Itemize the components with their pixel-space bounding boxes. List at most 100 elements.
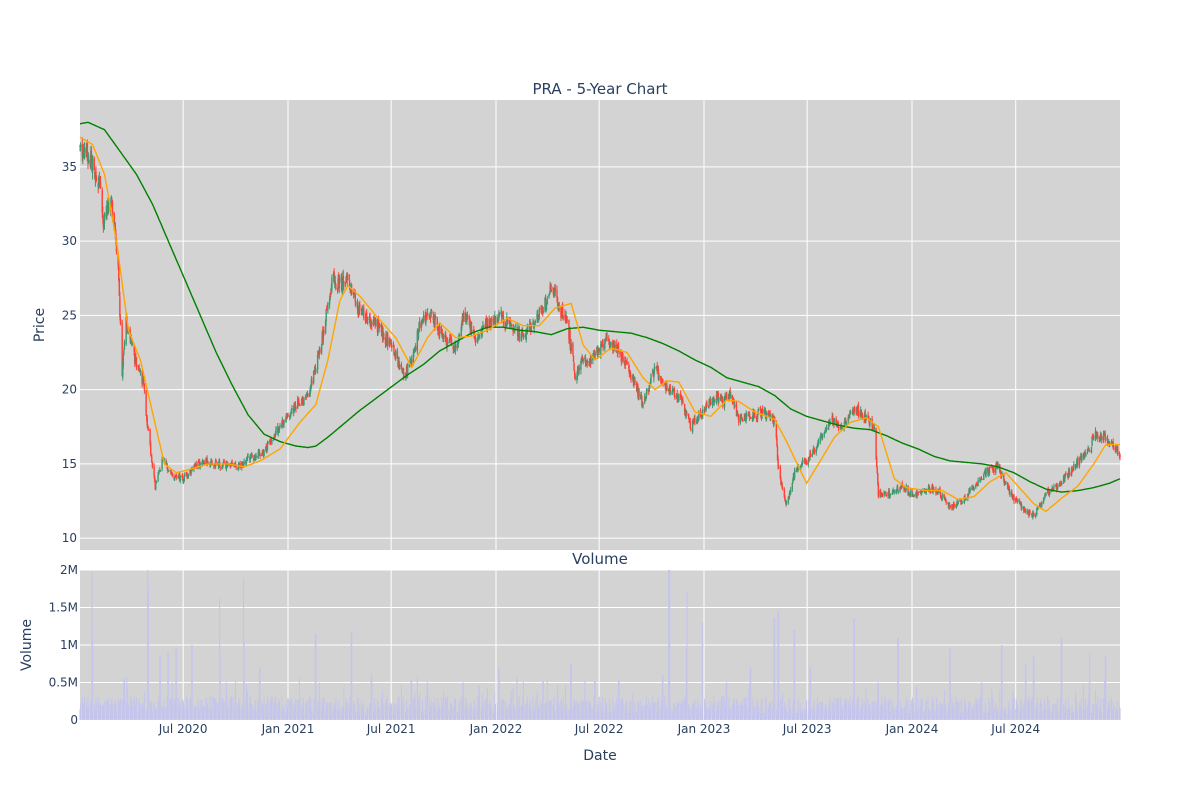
candle-body — [153, 466, 155, 476]
candle-body — [687, 414, 690, 419]
candle-body — [460, 327, 462, 337]
candle-body — [676, 393, 678, 401]
candle-body — [553, 294, 555, 296]
candle-body — [1013, 495, 1015, 502]
candle-body — [768, 415, 770, 417]
candle-body — [473, 334, 476, 339]
candle-body — [892, 489, 894, 492]
candle-body — [190, 469, 193, 471]
candle-body — [691, 421, 694, 432]
candle-body — [401, 369, 403, 371]
candle-body — [748, 414, 751, 418]
candle-body — [123, 342, 126, 350]
candle-body — [504, 325, 507, 326]
candle-body — [183, 474, 185, 482]
candle-body — [860, 409, 862, 417]
candle-body — [393, 344, 395, 355]
candle-body — [815, 449, 817, 453]
candle-body — [266, 442, 269, 449]
candle-body — [333, 271, 335, 284]
candle-body — [118, 278, 121, 296]
price-y-tick-label: 25 — [62, 308, 77, 322]
candle-body — [294, 402, 296, 404]
candle-body — [414, 346, 417, 351]
candle-body — [413, 351, 416, 353]
candle-body — [398, 360, 400, 367]
candle-body — [877, 483, 880, 497]
candle-body — [669, 386, 672, 393]
candle-body — [825, 427, 828, 431]
candle-body — [534, 323, 536, 327]
candle-body — [445, 335, 447, 339]
candle-body — [319, 348, 321, 353]
candle-body — [657, 368, 659, 370]
candle-body — [520, 330, 523, 338]
candle-body — [645, 396, 647, 400]
candle-body — [955, 505, 958, 508]
candle-body — [980, 479, 982, 481]
candle-body — [274, 432, 277, 436]
candle-body — [506, 318, 509, 322]
candle-body — [887, 492, 889, 497]
candle-body — [450, 338, 453, 344]
candle-body — [429, 316, 431, 318]
candle-body — [1064, 476, 1066, 482]
candle-body — [658, 375, 660, 380]
candle-body — [505, 324, 507, 326]
candle-body — [285, 419, 287, 421]
candle-body — [556, 297, 559, 304]
candle-body — [278, 429, 280, 432]
candle-body — [223, 461, 225, 464]
candle-body — [1091, 435, 1094, 437]
candle-body — [538, 308, 541, 319]
candle-body — [259, 454, 261, 456]
candle-body — [742, 420, 744, 422]
candle-body — [809, 453, 812, 457]
candle-body — [656, 365, 658, 370]
candle-body — [117, 252, 119, 265]
candle-body — [875, 458, 878, 468]
candle-body — [913, 496, 915, 497]
candle-body — [597, 349, 599, 356]
candle-body — [1041, 501, 1043, 505]
candle-body — [101, 189, 103, 213]
candle-body — [625, 360, 628, 362]
candle-body — [536, 314, 539, 320]
candle-body — [1091, 436, 1093, 446]
candle-body — [458, 334, 461, 336]
candle-body — [537, 317, 539, 320]
candle-body — [765, 417, 767, 420]
candle-body — [944, 499, 947, 502]
candle-body — [429, 316, 432, 318]
candle-body — [430, 310, 433, 315]
candle-body — [412, 352, 415, 363]
candle-body — [573, 371, 576, 375]
candle-body — [586, 359, 588, 364]
candle-body — [433, 318, 435, 325]
candle-body — [928, 486, 930, 488]
candle-body — [837, 424, 840, 428]
candle-body — [885, 494, 888, 497]
candle-body — [883, 492, 885, 497]
candle-body — [290, 413, 292, 416]
candle-body — [673, 388, 676, 396]
candle-body — [426, 314, 428, 317]
candle-body — [885, 491, 887, 495]
candle-body — [409, 360, 411, 364]
candle-body — [767, 412, 770, 415]
candle-body — [633, 383, 635, 385]
candle-body — [776, 446, 779, 460]
candle-body — [231, 461, 233, 464]
candle-body — [801, 463, 803, 466]
candle-body — [1065, 472, 1067, 475]
candle-body — [533, 325, 535, 329]
candle-body — [377, 322, 379, 331]
candle-body — [738, 415, 740, 423]
candle-body — [600, 344, 602, 355]
candle-body — [405, 375, 407, 378]
candle-body — [801, 460, 804, 464]
candle-body — [434, 315, 436, 326]
candle-body — [157, 474, 159, 482]
candle-body — [186, 474, 188, 477]
candle-body — [775, 421, 778, 438]
